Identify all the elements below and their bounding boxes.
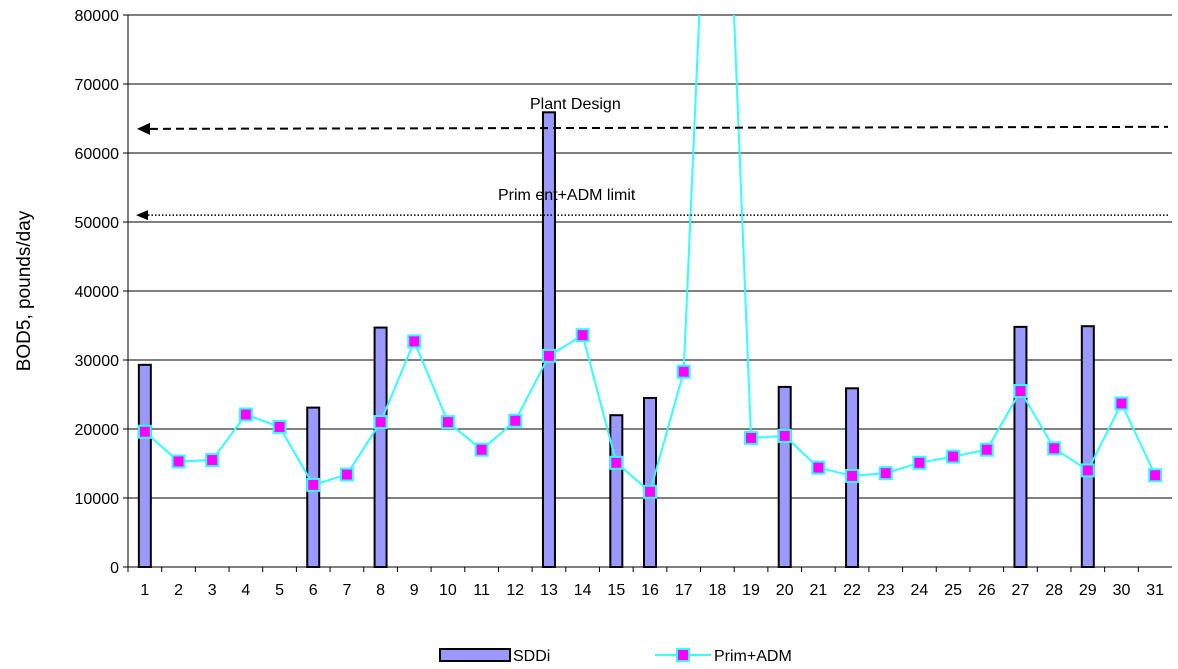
marker-prim-adm	[306, 477, 321, 492]
x-tick-label: 8	[376, 582, 385, 599]
marker-prim-adm	[777, 428, 792, 443]
y-axis-ticks: 0 10000 20000 30000 40000 50000 60000 70000 8000…	[75, 8, 128, 577]
y-tick-label: 80000	[75, 8, 120, 25]
x-tick-label: 22	[843, 582, 861, 599]
marker-prim-adm	[575, 328, 590, 343]
plant-design-arrow	[137, 122, 150, 135]
bar-sddi	[609, 414, 624, 569]
marker-prim-adm	[171, 454, 186, 469]
marker-prim-adm	[1013, 384, 1028, 399]
x-tick-label: 31	[1146, 582, 1164, 599]
legend-label-sddi: SDDi	[513, 648, 550, 665]
y-axis-label: BOD5, pounds/day	[14, 210, 35, 371]
bar-sddi	[541, 111, 556, 568]
y-tick-label: 60000	[75, 146, 120, 163]
x-tick-label: 2	[174, 582, 183, 599]
x-tick-label: 28	[1045, 582, 1063, 599]
bar-sddi	[1013, 325, 1028, 568]
y-tick-label: 20000	[75, 422, 120, 439]
x-tick-label: 24	[911, 582, 929, 599]
x-tick-label: 17	[675, 582, 693, 599]
x-tick-label: 13	[540, 582, 558, 599]
marker-prim-adm	[137, 424, 152, 439]
x-tick-label: 6	[309, 582, 318, 599]
y-tick-label: 50000	[75, 215, 120, 232]
marker-prim-adm	[541, 348, 556, 363]
x-tick-label: 20	[776, 582, 794, 599]
bar-series	[137, 111, 1095, 569]
marker-prim-adm	[912, 455, 927, 470]
marker-prim-adm	[1080, 463, 1095, 478]
bar-sddi	[777, 385, 792, 568]
marker-prim-adm	[1114, 396, 1129, 411]
marker-prim-adm	[643, 484, 657, 499]
x-tick-label: 25	[944, 582, 962, 599]
x-tick-label: 26	[978, 582, 996, 599]
plant-design-label: Plant Design	[530, 96, 621, 113]
limit-arrow	[136, 210, 148, 221]
marker-prim-adm	[339, 467, 354, 482]
x-tick-label: 4	[241, 582, 250, 599]
legend-swatch-marker	[676, 648, 690, 662]
annotations: Plant Design Prim ent+ADM limit	[136, 96, 1169, 221]
x-tick-label: 14	[574, 582, 592, 599]
plant-design-line	[149, 125, 1169, 130]
marker-prim-adm	[272, 419, 287, 434]
legend-label-prim-adm: Prim+ADM	[714, 648, 792, 665]
x-tick-label: 1	[140, 582, 149, 599]
marker-prim-adm	[811, 460, 826, 475]
marker-prim-adm	[440, 415, 455, 430]
bar-sddi	[373, 326, 388, 568]
x-tick-label: 12	[506, 582, 524, 599]
x-tick-label: 5	[275, 582, 284, 599]
marker-prim-adm	[1148, 468, 1163, 483]
marker-prim-adm	[407, 334, 422, 349]
x-tick-label: 11	[473, 582, 490, 599]
y-tick-label: 30000	[75, 353, 120, 370]
y-tick-label: 0	[110, 560, 119, 577]
marker-prim-adm	[1047, 441, 1062, 456]
marker-prim-adm	[845, 468, 860, 483]
x-tick-label: 7	[342, 582, 351, 599]
marker-prim-adm	[508, 413, 523, 428]
x-tick-label: 30	[1113, 582, 1131, 599]
legend-swatch-sddi	[439, 648, 511, 662]
limit-label: Prim ent+ADM limit	[498, 187, 636, 204]
x-tick-label: 21	[809, 582, 827, 599]
legend: SDDi Prim+ADM	[439, 648, 792, 665]
marker-prim-adm	[205, 453, 220, 468]
bar-sddi	[1080, 325, 1095, 568]
bar-sddi	[137, 363, 152, 568]
marker-prim-adm	[238, 407, 253, 422]
x-tick-label: 29	[1079, 582, 1097, 599]
marker-prim-adm	[744, 430, 759, 445]
marker-prim-adm	[676, 364, 691, 379]
line-series	[137, 15, 1163, 499]
x-tick-label: 23	[877, 582, 895, 599]
x-tick-label: 15	[607, 582, 625, 599]
x-axis-ticks: 1 2 3 4 5 6 7 8 9 10 11 12 13 14 15 16 17 18 19 20 21 22 23 24 2…	[127, 567, 1164, 599]
bar-sddi	[643, 396, 657, 569]
y-tick-label: 40000	[75, 284, 120, 301]
marker-prim-adm	[979, 442, 994, 457]
x-tick-label: 10	[439, 582, 457, 599]
marker-prim-adm	[609, 455, 624, 470]
x-tick-label: 18	[708, 582, 726, 599]
x-tick-label: 19	[742, 582, 760, 599]
x-tick-label: 3	[208, 582, 217, 599]
y-tick-label: 70000	[75, 77, 120, 94]
marker-prim-adm	[373, 415, 388, 430]
marker-prim-adm	[946, 449, 961, 464]
x-tick-label: 16	[641, 582, 659, 599]
y-tick-label: 10000	[75, 491, 120, 508]
x-tick-label: 27	[1012, 582, 1030, 599]
marker-prim-adm	[878, 466, 893, 481]
x-tick-label: 9	[410, 582, 419, 599]
marker-prim-adm	[474, 442, 489, 457]
